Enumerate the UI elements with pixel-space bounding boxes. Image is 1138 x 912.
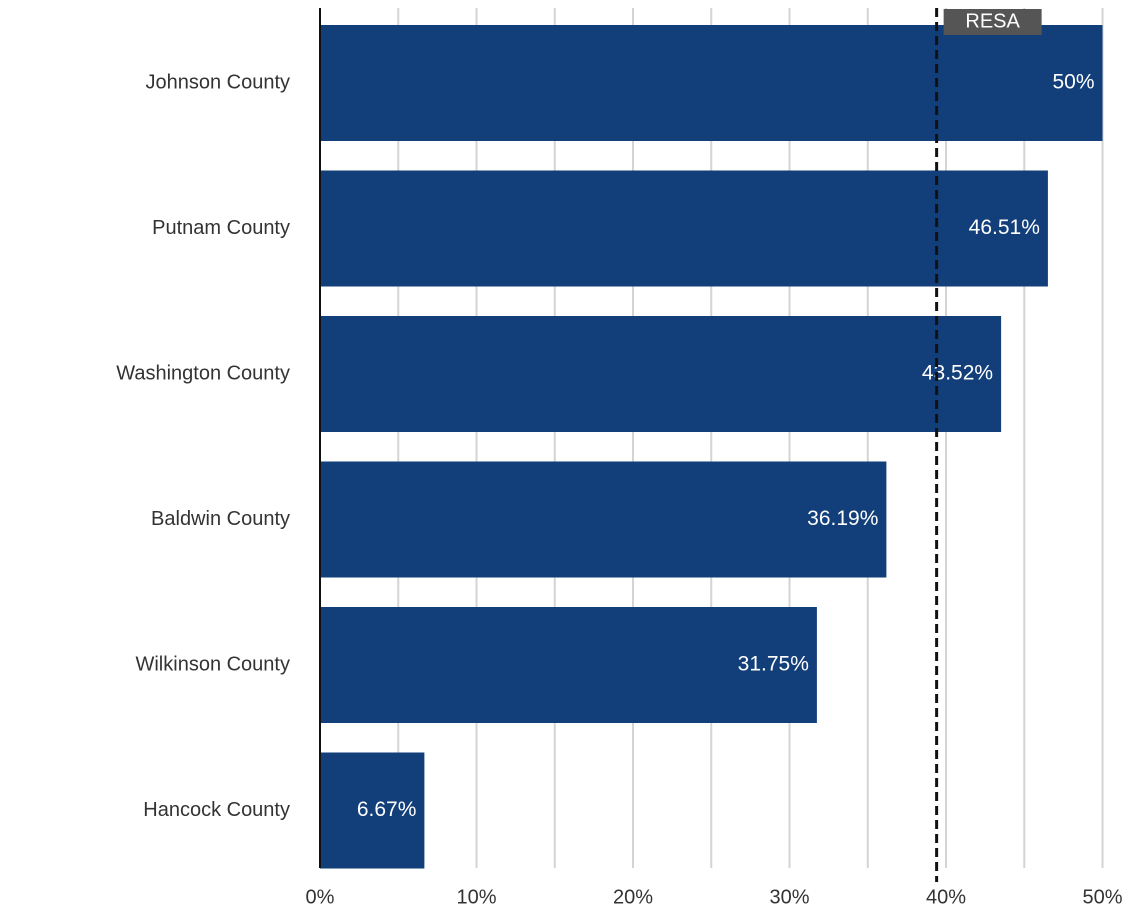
bar <box>320 25 1103 141</box>
data-label: 36.19% <box>807 507 878 530</box>
category-label: Baldwin County <box>151 508 290 530</box>
data-label: 31.75% <box>738 653 809 676</box>
bar <box>320 461 887 578</box>
data-label: 6.67% <box>357 798 417 821</box>
x-tick-label: 10% <box>456 886 496 908</box>
bar <box>320 316 1002 432</box>
reference-line-group: RESA <box>935 8 1042 882</box>
category-label: Johnson County <box>145 71 290 93</box>
x-tick-label: 30% <box>769 886 809 908</box>
x-tick-label: 40% <box>926 886 966 908</box>
x-tick-label: 20% <box>613 886 653 908</box>
bar <box>320 170 1048 287</box>
x-tick-label: 0% <box>306 886 335 908</box>
reference-label: RESA <box>965 10 1020 32</box>
category-label: Wilkinson County <box>135 653 290 675</box>
category-label: Hancock County <box>143 799 290 821</box>
category-labels: Johnson County Putnam County Washington Co… <box>116 71 290 821</box>
data-label: 50% <box>1052 71 1094 94</box>
category-label: Washington County <box>116 362 290 384</box>
data-label: 43.52% <box>922 362 993 385</box>
bars: 50% 46.51% 43.52% 36.19% 31.75% 6.67% <box>320 25 1103 869</box>
grid-lines <box>397 8 1104 868</box>
category-label: Putnam County <box>152 217 290 239</box>
bar <box>320 607 817 723</box>
x-tick-labels: 0% 10% 20% 30% 40% 50% <box>306 886 1123 908</box>
reference-label-bg <box>943 9 1042 35</box>
x-tick-label: 50% <box>1083 886 1123 908</box>
bar <box>320 752 425 869</box>
data-label: 46.51% <box>969 216 1040 239</box>
